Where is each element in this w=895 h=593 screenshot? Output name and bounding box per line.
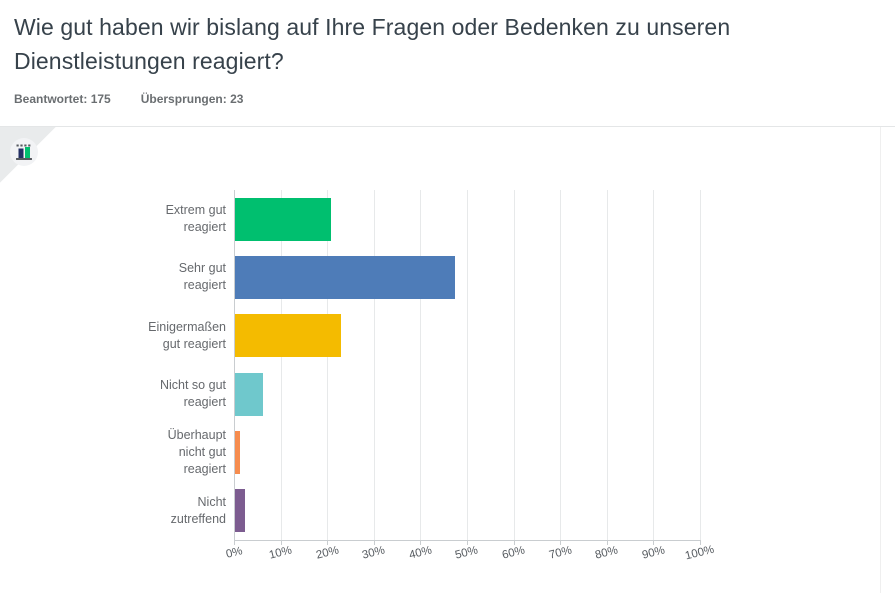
axis-tick <box>560 540 562 545</box>
axis-tick <box>420 540 422 545</box>
gridline <box>606 190 608 540</box>
card-top-border <box>0 126 895 127</box>
bar[interactable] <box>235 256 456 299</box>
bar[interactable] <box>235 197 331 241</box>
category-label: Nicht so gut reagiert <box>159 378 226 410</box>
gridline <box>327 190 329 540</box>
bar[interactable] <box>235 372 263 416</box>
axis-tick <box>234 540 235 545</box>
question-header: Wie gut haben wir bislang auf Ihre Frage… <box>14 10 844 106</box>
category-labels: Extrem gut reagiert Sehr gut reagiert Einige… <box>0 190 226 540</box>
axis-tick <box>606 540 608 545</box>
chart-card: Extrem gut reagiert Sehr gut reagiert Einige… <box>0 127 881 593</box>
bar[interactable] <box>235 314 341 358</box>
gridline <box>513 190 515 540</box>
axis-tick <box>280 540 282 545</box>
axis-tick <box>653 540 655 545</box>
skipped-count: 23 <box>230 92 244 106</box>
answered-stat: Beantwortet: 175 <box>14 92 111 106</box>
x-axis-tick-label: 100% <box>684 543 716 563</box>
chart-plot <box>234 190 701 545</box>
axis-tick <box>513 540 515 545</box>
bar-chart-icon[interactable] <box>10 138 38 166</box>
gridline <box>467 190 468 540</box>
category-label: Extrem gut reagiert <box>165 203 226 235</box>
response-stats: Beantwortet: 175 Übersprungen: 23 <box>14 92 844 106</box>
axis-tick <box>467 540 468 545</box>
answered-count: 175 <box>90 92 111 106</box>
gridline <box>560 190 562 540</box>
gridline <box>653 190 655 540</box>
gridline <box>700 190 701 540</box>
category-label: Sehr gut reagiert <box>178 261 226 293</box>
axis-tick <box>700 540 701 545</box>
bar[interactable] <box>235 489 246 533</box>
category-label: Überhaupt nicht gut reagiert <box>167 427 226 476</box>
category-label: Einigermaßen gut reagiert <box>148 319 226 351</box>
bar[interactable] <box>235 431 241 474</box>
gridline <box>373 190 375 540</box>
question-title: Wie gut haben wir bislang auf Ihre Frage… <box>14 14 731 74</box>
skipped-stat: Übersprungen: 23 <box>140 92 244 106</box>
category-label: Nicht zutreffend <box>170 494 226 526</box>
horizontal-bar-chart: Extrem gut reagiert Sehr gut reagiert Einige… <box>0 190 880 580</box>
axis-tick <box>327 540 329 545</box>
x-axis-labels: 0% 10% 20% 30% 40% 50% 60% 70% 80% 90% 100% <box>0 543 760 571</box>
gridline <box>420 190 422 540</box>
axis-tick <box>373 540 375 545</box>
gridline <box>280 190 282 540</box>
